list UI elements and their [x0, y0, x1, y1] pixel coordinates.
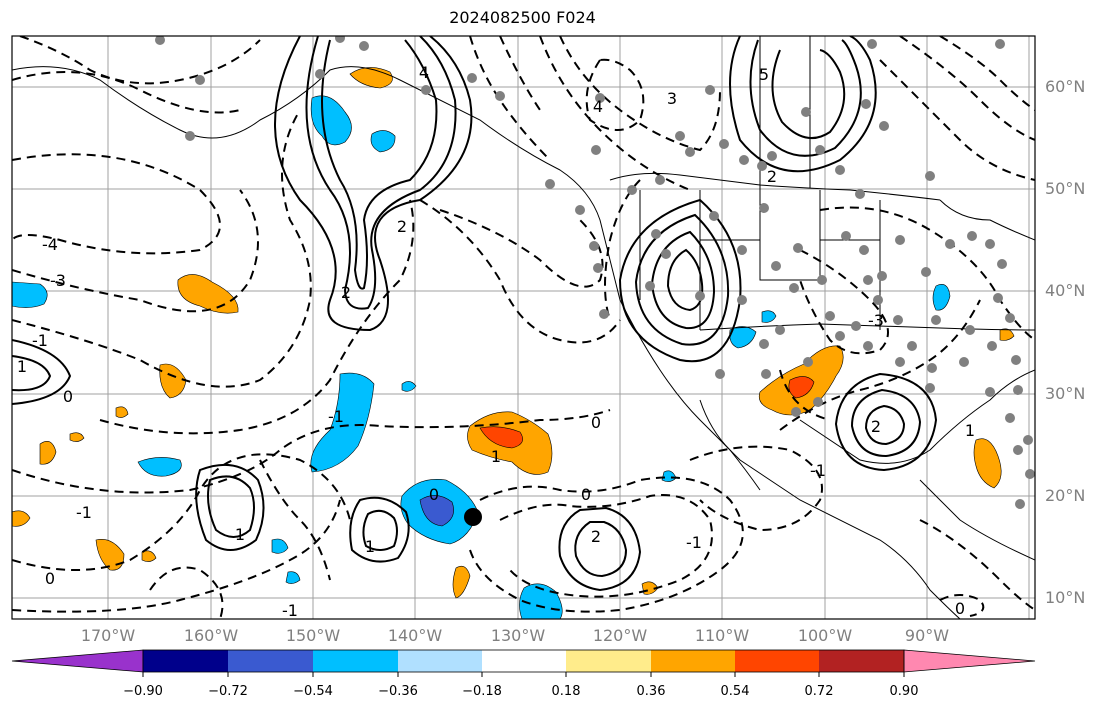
contour-label: 1 — [17, 357, 27, 376]
colorbar-segment — [566, 650, 651, 672]
lat-label: 10°N — [1045, 588, 1086, 607]
contour-label: 2 — [767, 167, 777, 186]
colorbar-segment — [651, 650, 735, 672]
contour-labels: 4 5 4 3 2 -4 -3 -1 1 -1 0 1 -1 0 2 0 -1 … — [17, 63, 975, 620]
colorbar-segment — [819, 650, 904, 672]
colorbar-segment — [313, 650, 398, 672]
station-markers — [155, 36, 1035, 509]
colorbar-segment — [903, 649, 1036, 673]
colorbar-tick-label: 0.54 — [720, 684, 750, 699]
shaded-anomalies — [12, 67, 1015, 619]
contour-label: 0 — [63, 387, 73, 406]
lat-label: 50°N — [1045, 179, 1086, 198]
colorbar-segment — [11, 649, 144, 673]
contour-label: 5 — [759, 65, 769, 84]
contour-label: 2 — [341, 283, 351, 302]
storm-position-marker — [464, 508, 482, 526]
contour-label: -1 — [810, 461, 826, 480]
colorbar-segment — [482, 650, 566, 672]
contour-label: -1 — [76, 503, 92, 522]
lon-label: 150°W — [285, 626, 341, 645]
contour-label: 4 — [419, 63, 429, 82]
contour-label: 2 — [591, 527, 601, 546]
lon-label: 90°W — [904, 626, 950, 645]
lon-label: 140°W — [387, 626, 443, 645]
lat-label: 20°N — [1045, 486, 1086, 505]
contour-label: 0 — [581, 485, 591, 504]
lon-label: 170°W — [80, 626, 136, 645]
coastlines — [12, 36, 1035, 619]
contour-label: 0 — [45, 569, 55, 588]
lon-label: 100°W — [797, 626, 853, 645]
colorbar-tick-label: 0.72 — [804, 684, 834, 699]
colorbar-tick-label: −0.72 — [208, 684, 248, 699]
lon-label: 110°W — [694, 626, 750, 645]
contour-label: -1 — [686, 533, 702, 552]
colorbar-segment — [735, 650, 819, 672]
colorbar-tick-label: −0.54 — [293, 684, 333, 699]
colorbar-tick-label: −0.18 — [462, 684, 502, 699]
colorbar-tick-label: 0.36 — [636, 684, 666, 699]
colorbar-tick-label: 0.90 — [889, 684, 919, 699]
contour-label: -1 — [32, 331, 48, 350]
colorbar-segment — [398, 650, 482, 672]
colorbar-segment — [143, 650, 228, 672]
colorbar-tick-label: −0.36 — [378, 684, 418, 699]
colorbar — [11, 649, 1036, 677]
map-title: 2024082500 F024 — [449, 8, 596, 27]
contour-label: -3 — [868, 311, 884, 330]
map-frame — [11, 35, 1036, 620]
lon-label: 130°W — [490, 626, 546, 645]
contour-label: 0 — [955, 599, 965, 618]
contour-label: 0 — [591, 413, 601, 432]
contour-label: 2 — [871, 417, 881, 436]
contour-label: -1 — [328, 407, 344, 426]
lat-label: 30°N — [1045, 384, 1086, 403]
contour-label: 1 — [365, 537, 375, 556]
contour-label: -4 — [42, 235, 58, 254]
contour-label: -1 — [282, 601, 298, 620]
lat-label: 40°N — [1045, 281, 1086, 300]
colorbar-segment — [228, 650, 313, 672]
contour-label: 1 — [965, 421, 975, 440]
lat-label: 60°N — [1045, 77, 1086, 96]
contour-label: 2 — [397, 217, 407, 236]
positive-contours — [12, 36, 938, 592]
contour-label: 1 — [491, 447, 501, 466]
map-area: 4 5 4 3 2 -4 -3 -1 1 -1 0 1 -1 0 2 0 -1 … — [12, 36, 1035, 620]
negative-contours — [12, 36, 1035, 619]
lon-label: 120°W — [592, 626, 648, 645]
contour-label: 3 — [667, 89, 677, 108]
colorbar-tick-label: −0.90 — [123, 684, 163, 699]
colorbar-tick-label: 0.18 — [551, 684, 581, 699]
lon-label: 160°W — [183, 626, 239, 645]
contour-label: 1 — [235, 525, 245, 544]
contour-label: -3 — [50, 271, 66, 290]
contour-label: 0 — [429, 485, 439, 504]
contour-label: 4 — [593, 97, 603, 116]
